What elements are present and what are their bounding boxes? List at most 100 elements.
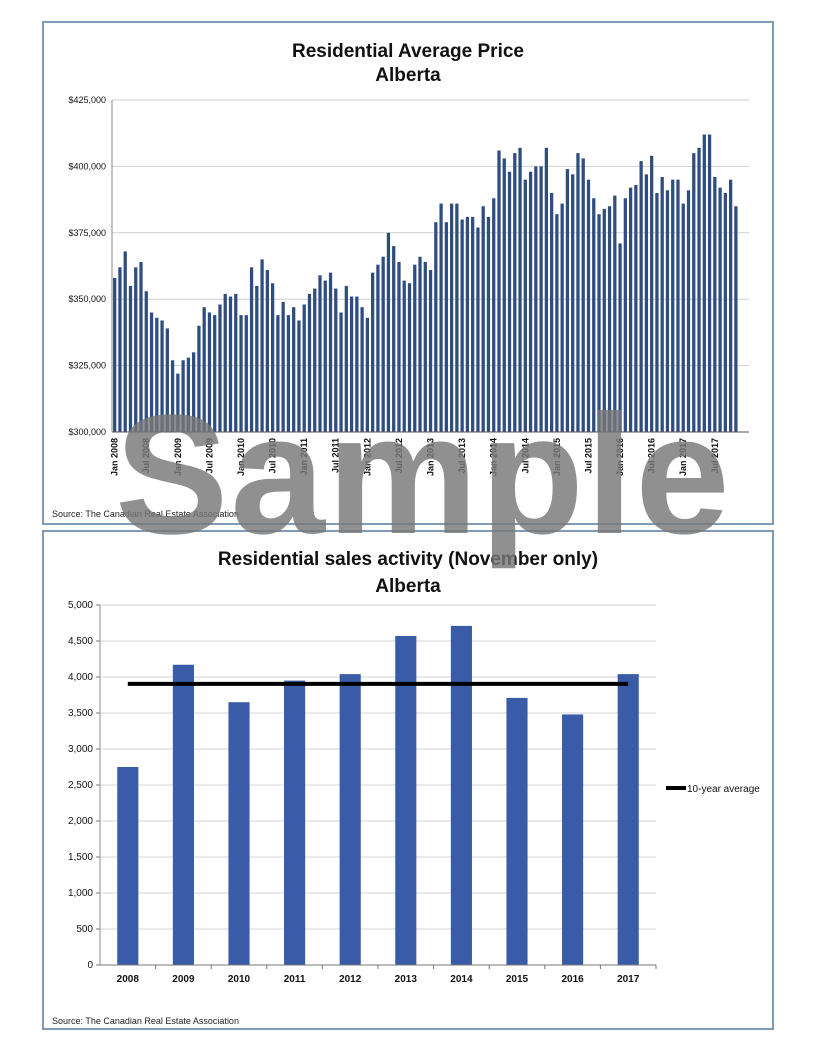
y-tick-label: $425,000: [68, 95, 106, 105]
bar: [249, 267, 254, 432]
x-tick-label: 2014: [450, 974, 473, 985]
bar: [723, 192, 727, 432]
price-chart: Residential Average Price Alberta $300,000…: [68, 41, 749, 476]
bar: [155, 317, 159, 432]
x-tick-label: 2012: [339, 974, 362, 985]
bar: [139, 262, 143, 432]
x-tick-label: Jul 2009: [204, 438, 214, 474]
bar: [176, 373, 180, 432]
bar: [239, 315, 243, 432]
bar: [518, 147, 522, 433]
x-tick-label: Jul 2010: [268, 438, 278, 474]
bar: [686, 190, 691, 432]
bar: [118, 267, 122, 432]
bar: [334, 288, 338, 432]
bar: [628, 187, 633, 432]
bar: [671, 179, 675, 432]
x-tick-label: Jan 2015: [552, 438, 562, 476]
bar: [413, 264, 417, 432]
bar: [186, 357, 191, 432]
bar: [397, 262, 401, 432]
bar: [697, 147, 701, 433]
bar: [172, 664, 194, 965]
bar: [713, 177, 717, 432]
legend-label: 10-year average: [687, 784, 760, 795]
y-tick-label: $375,000: [68, 228, 106, 238]
bar: [565, 169, 570, 432]
bar: [371, 272, 375, 432]
bar: [318, 275, 322, 432]
y-tick-label: 3,000: [68, 744, 93, 755]
bar: [528, 171, 533, 432]
bar: [297, 320, 301, 432]
bar: [265, 269, 269, 432]
bar: [207, 312, 212, 432]
y-tick-label: 500: [76, 924, 93, 935]
bar: [281, 301, 285, 432]
bar: [395, 635, 417, 965]
bar: [439, 203, 443, 432]
x-tick-label: Jan 2009: [173, 438, 183, 476]
bar: [655, 192, 659, 432]
x-tick-label: Jul 2008: [141, 438, 151, 474]
bar: [486, 216, 491, 432]
chart-title: Residential Average Price: [292, 41, 524, 62]
bar: [428, 269, 433, 432]
y-tick-label: 0: [87, 960, 93, 971]
chart-subtitle: Alberta: [375, 576, 441, 597]
bar: [284, 680, 306, 965]
y-tick-label: 2,500: [68, 780, 93, 791]
x-tick-label: 2013: [395, 974, 418, 985]
bar: [534, 166, 538, 432]
bar: [728, 179, 733, 432]
bar: [160, 320, 164, 432]
bar: [639, 161, 643, 432]
y-tick-label: $325,000: [68, 361, 106, 371]
bar: [434, 222, 438, 432]
bar: [244, 315, 248, 432]
bar: [228, 702, 250, 965]
bar: [276, 315, 280, 432]
bar: [650, 155, 654, 432]
bar: [202, 307, 206, 432]
x-tick-label: Jul 2011: [331, 438, 341, 473]
bar: [402, 280, 406, 432]
bar: [407, 283, 412, 432]
chart-subtitle: Alberta: [375, 65, 441, 86]
bar: [707, 134, 712, 432]
bar: [618, 243, 622, 432]
x-tick-label: Jul 2014: [520, 438, 530, 474]
y-tick-label: 1,500: [68, 852, 93, 863]
bar: [360, 307, 364, 432]
bar: [255, 285, 259, 432]
bar: [586, 179, 591, 432]
bar: [450, 625, 472, 965]
bar: [492, 198, 496, 432]
bar: [665, 190, 670, 432]
bar: [465, 216, 470, 432]
bar: [355, 296, 359, 432]
bar: [581, 158, 585, 432]
bar: [170, 360, 175, 432]
x-tick-label: 2016: [561, 974, 584, 985]
bar: [260, 259, 264, 432]
bar: [323, 280, 327, 432]
bar: [307, 293, 312, 432]
bar: [149, 312, 154, 432]
price-chart-panel: Residential Average Price Alberta $300,000…: [42, 21, 774, 525]
bar: [660, 177, 664, 432]
bar: [123, 251, 127, 432]
bar: [617, 674, 639, 965]
bar: [423, 262, 427, 432]
x-tick-label: Jan 2010: [236, 438, 246, 476]
bar: [692, 153, 696, 432]
x-tick-label: 2009: [172, 974, 195, 985]
sales-chart-panel: Residential sales activity (November onl…: [42, 530, 774, 1030]
bar: [497, 150, 501, 432]
bar: [302, 304, 306, 432]
bar: [576, 153, 580, 432]
y-tick-label: $350,000: [68, 294, 106, 304]
bar: [476, 227, 480, 432]
bar: [339, 674, 361, 965]
bar: [597, 214, 601, 432]
